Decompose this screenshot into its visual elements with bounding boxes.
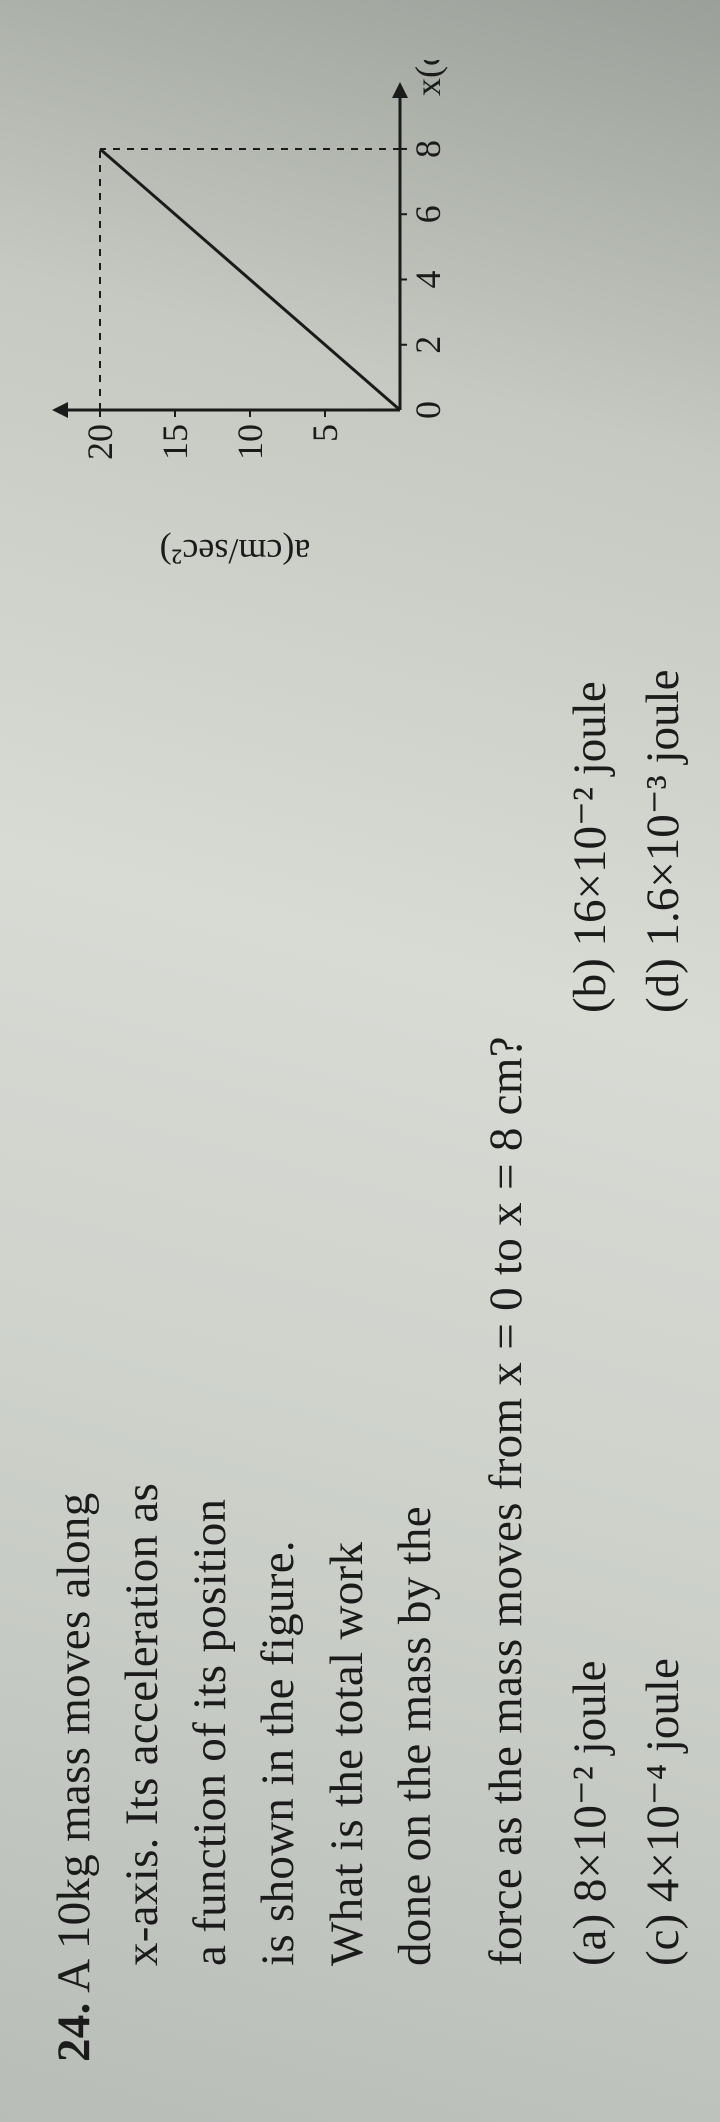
question-line-4: What is the total work (313, 1542, 381, 2062)
svg-text:15: 15 (155, 424, 195, 460)
question-line-2: a function of its position (176, 1499, 244, 2062)
svg-text:20: 20 (80, 424, 120, 460)
option-a: (a) 8×10⁻² joule (554, 1013, 627, 1966)
question-line-1: x-axis. Its acceleration as (108, 1483, 176, 2062)
svg-text:8: 8 (408, 140, 448, 158)
svg-text:2: 2 (408, 336, 448, 354)
question-number: 24. (48, 2002, 100, 2062)
svg-text:x(cm): x(cm) (408, 60, 448, 96)
svg-text:0: 0 (408, 401, 448, 419)
svg-text:4: 4 (408, 270, 448, 288)
question-line-0: A 10kg mass moves along (48, 1492, 100, 1992)
question-text: 24. A 10kg mass moves along x-axis. Its … (40, 610, 449, 2062)
question-continuation: force as the mass moves from x = 0 to x … (472, 60, 540, 2062)
svg-text:6: 6 (408, 205, 448, 223)
svg-text:5: 5 (305, 424, 345, 442)
option-c: (c) 4×10⁻⁴ joule (627, 1013, 700, 1966)
acceleration-chart: a(cm/sec²) 5 10 15 20 0 2 4 6 8 x(cm) (50, 60, 470, 580)
chart-container: a(cm/sec²) 5 10 15 20 0 2 4 6 8 x(cm) (40, 60, 470, 580)
svg-text:a(cm/sec²): a(cm/sec²) (160, 532, 311, 572)
question-row: 24. A 10kg mass moves along x-axis. Its … (40, 60, 470, 2062)
options-grid: (a) 8×10⁻² joule (b) 16×10⁻² joule (c) 4… (554, 60, 700, 2062)
question-line-5: done on the mass by the (381, 1506, 449, 2062)
option-d: (d) 1.6×10⁻³ joule (627, 60, 700, 1013)
page-container: 24. A 10kg mass moves along x-axis. Its … (0, 0, 720, 2122)
svg-text:10: 10 (230, 424, 270, 460)
option-b: (b) 16×10⁻² joule (554, 60, 627, 1013)
question-line-3: is shown in the figure. (244, 1540, 312, 2062)
